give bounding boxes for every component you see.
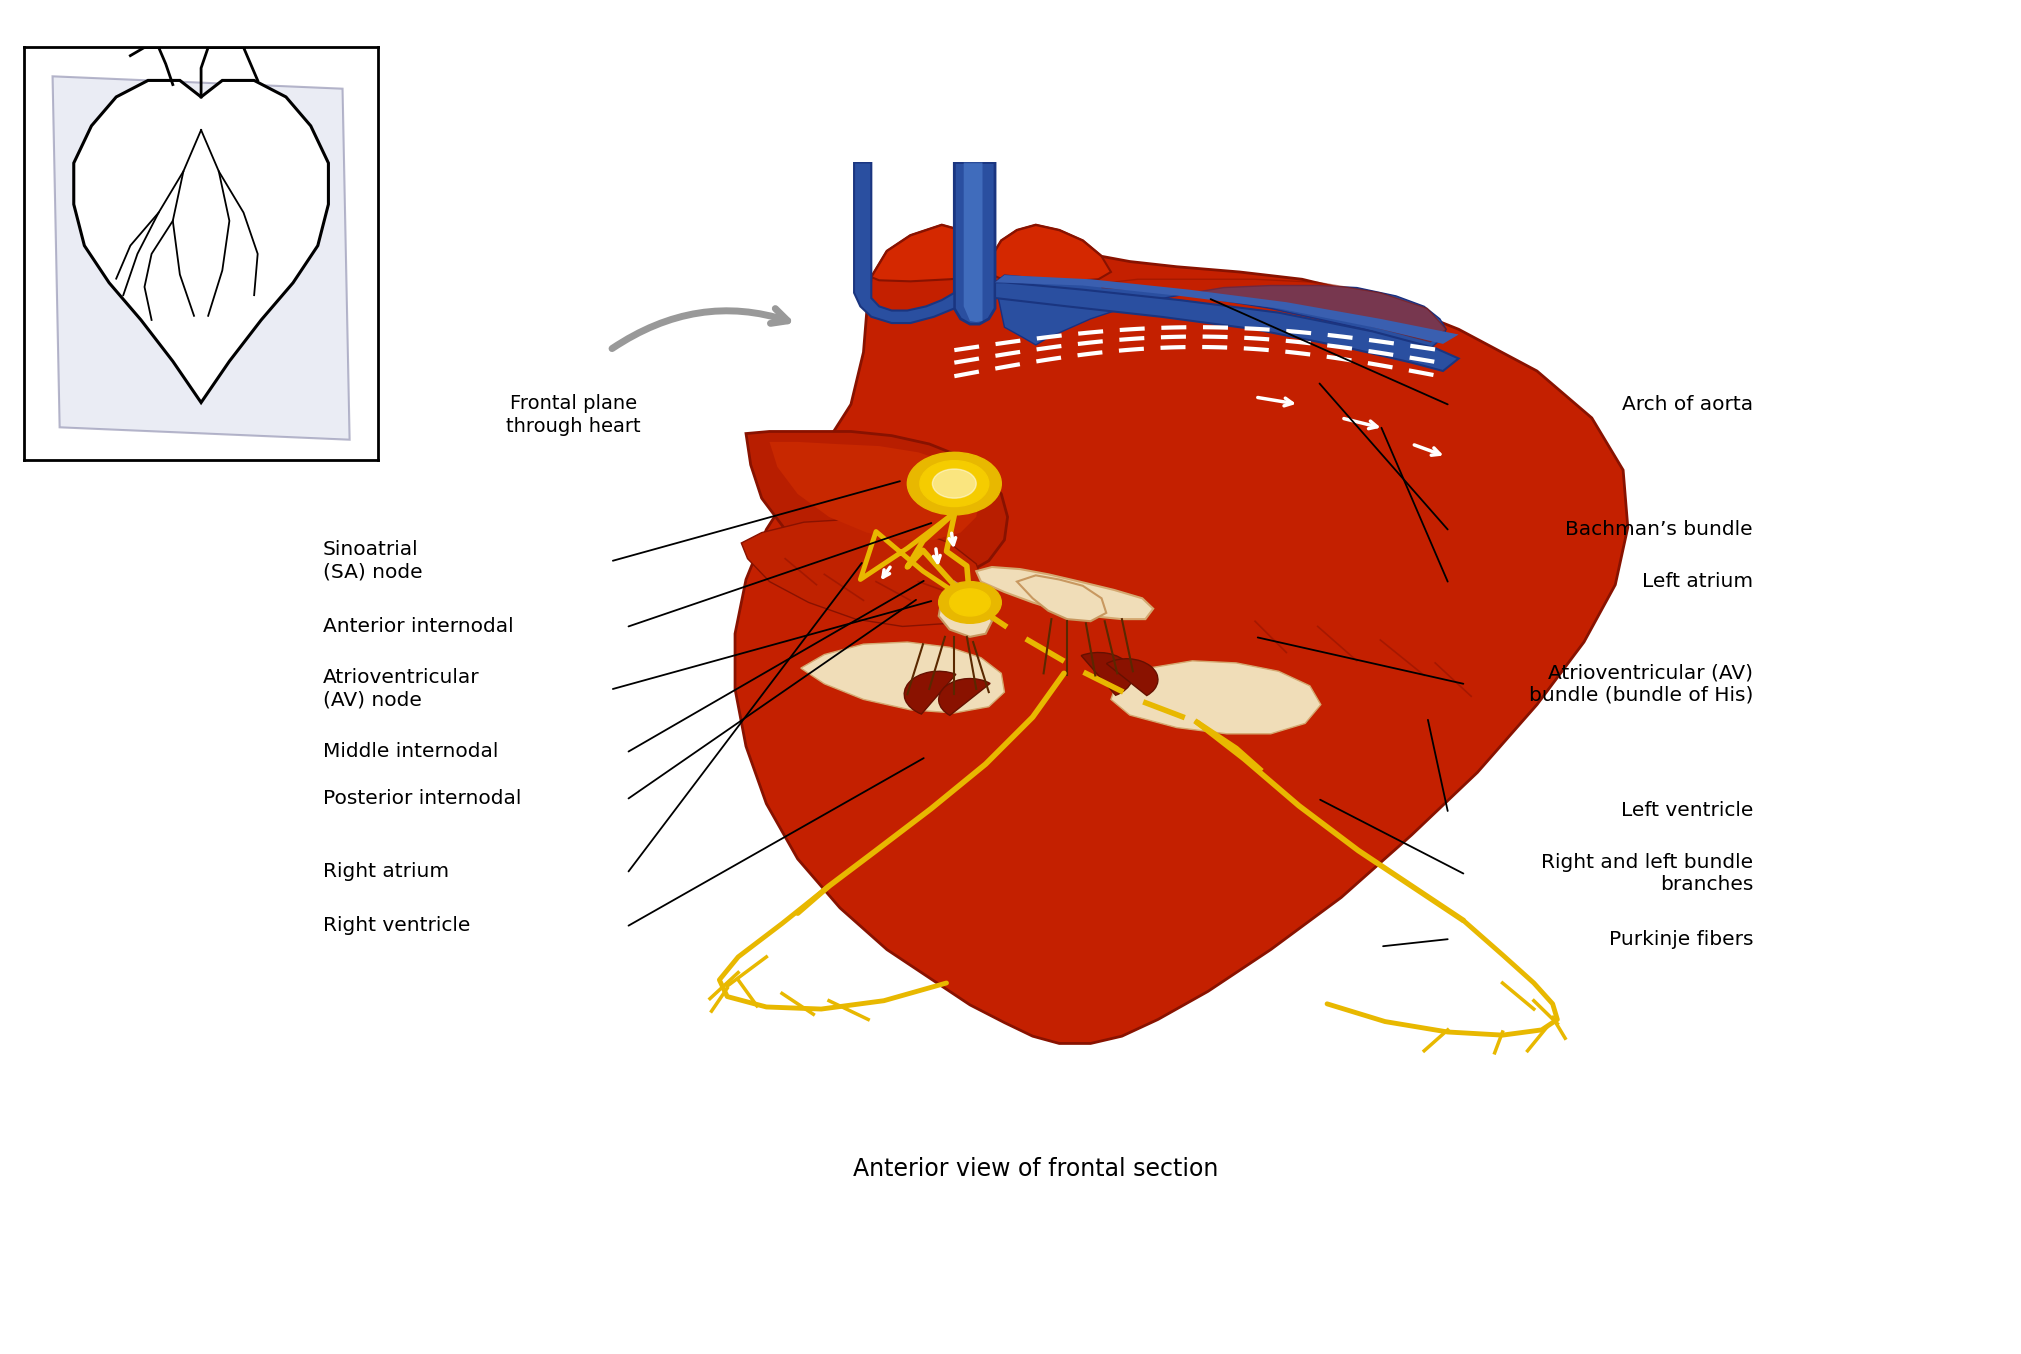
Polygon shape [1017,575,1105,621]
Text: Posterior internodal: Posterior internodal [323,789,521,808]
Text: Sinoatrial
(SA) node: Sinoatrial (SA) node [323,540,422,581]
Circle shape [920,460,988,506]
Polygon shape [964,162,982,322]
Wedge shape [1081,653,1134,696]
Polygon shape [994,275,1447,348]
Text: Anterior view of frontal section: Anterior view of frontal section [853,1156,1219,1181]
Polygon shape [986,225,1112,282]
Circle shape [907,452,1000,515]
Text: Arch of aorta: Arch of aorta [1623,395,1752,414]
Polygon shape [994,283,1459,371]
Polygon shape [800,642,1004,714]
Text: Left ventricle: Left ventricle [1621,802,1752,821]
Polygon shape [746,432,1008,580]
Polygon shape [938,582,992,636]
Text: Middle internodal: Middle internodal [323,742,499,761]
Polygon shape [770,441,980,540]
Text: Right atrium: Right atrium [323,862,449,881]
Wedge shape [903,672,956,714]
Polygon shape [994,275,1459,344]
Text: Right and left bundle
branches: Right and left bundle branches [1540,853,1752,894]
Circle shape [938,582,1000,623]
Polygon shape [1112,661,1322,734]
Text: Anterior internodal: Anterior internodal [323,617,513,636]
Circle shape [932,468,976,498]
Polygon shape [1101,279,1447,341]
Text: Right ventricle: Right ventricle [323,917,471,936]
Text: Bachman’s bundle: Bachman’s bundle [1566,520,1752,539]
Polygon shape [871,225,986,282]
Polygon shape [736,225,1627,1044]
Wedge shape [1105,659,1158,696]
Polygon shape [954,162,994,324]
Polygon shape [75,80,329,402]
Text: Atrioventricular
(AV) node: Atrioventricular (AV) node [323,669,479,709]
Polygon shape [976,567,1154,619]
Wedge shape [938,678,990,715]
Polygon shape [742,519,986,627]
Text: Purkinje fibers: Purkinje fibers [1609,930,1752,949]
Polygon shape [855,162,954,324]
Circle shape [950,589,990,616]
Text: Atrioventricular (AV)
bundle (bundle of His): Atrioventricular (AV) bundle (bundle of … [1528,663,1752,704]
Polygon shape [53,76,350,440]
Text: Left atrium: Left atrium [1641,573,1752,592]
Text: Frontal plane
through heart: Frontal plane through heart [507,394,641,436]
